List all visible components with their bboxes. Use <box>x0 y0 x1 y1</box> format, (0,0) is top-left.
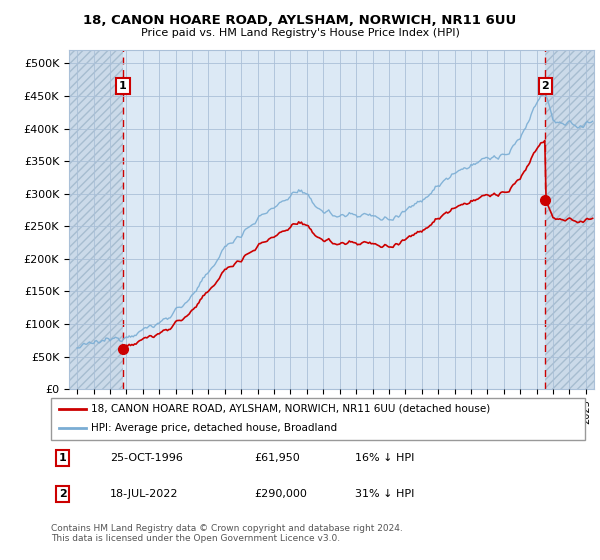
Text: 2: 2 <box>542 81 550 91</box>
Text: £290,000: £290,000 <box>254 489 307 499</box>
Text: Price paid vs. HM Land Registry's House Price Index (HPI): Price paid vs. HM Land Registry's House … <box>140 28 460 38</box>
Text: HPI: Average price, detached house, Broadland: HPI: Average price, detached house, Broa… <box>91 423 337 433</box>
Text: This data is licensed under the Open Government Licence v3.0.: This data is licensed under the Open Gov… <box>51 534 340 543</box>
Text: 1: 1 <box>119 81 127 91</box>
Bar <box>69 50 123 389</box>
Text: 18, CANON HOARE ROAD, AYLSHAM, NORWICH, NR11 6UU: 18, CANON HOARE ROAD, AYLSHAM, NORWICH, … <box>83 14 517 27</box>
Text: 18-JUL-2022: 18-JUL-2022 <box>110 489 178 499</box>
Text: 31% ↓ HPI: 31% ↓ HPI <box>355 489 415 499</box>
Text: 16% ↓ HPI: 16% ↓ HPI <box>355 453 415 463</box>
Bar <box>545 50 594 389</box>
FancyBboxPatch shape <box>51 398 585 440</box>
Text: 25-OCT-1996: 25-OCT-1996 <box>110 453 182 463</box>
Text: 2: 2 <box>59 489 67 499</box>
Text: 1: 1 <box>59 453 67 463</box>
Text: £61,950: £61,950 <box>254 453 299 463</box>
Text: 18, CANON HOARE ROAD, AYLSHAM, NORWICH, NR11 6UU (detached house): 18, CANON HOARE ROAD, AYLSHAM, NORWICH, … <box>91 404 490 414</box>
Text: Contains HM Land Registry data © Crown copyright and database right 2024.: Contains HM Land Registry data © Crown c… <box>51 524 403 533</box>
